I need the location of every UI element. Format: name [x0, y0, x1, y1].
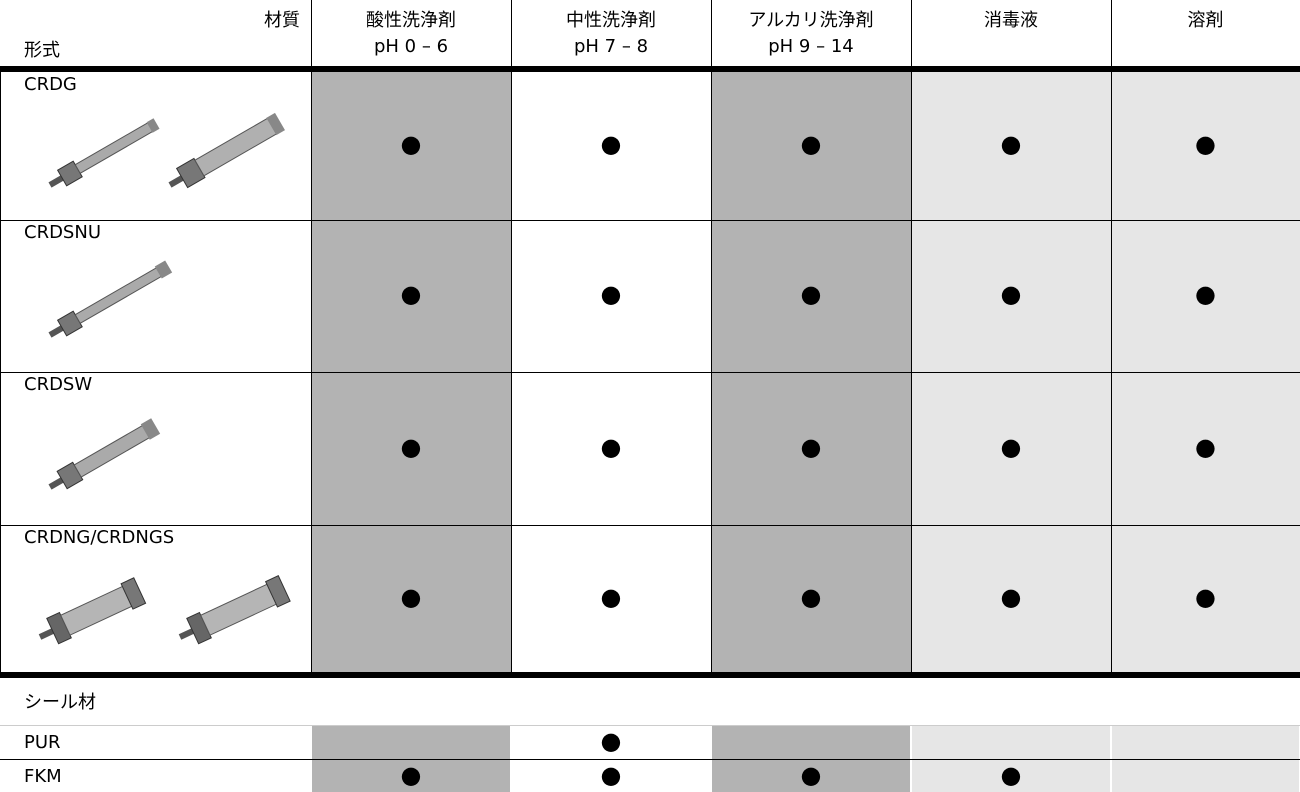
- cell: [1111, 72, 1300, 220]
- column-title: アルカリ洗浄剤: [748, 10, 874, 31]
- left-border: [0, 372, 1, 525]
- column-ph: pH 7 – 8: [573, 36, 649, 57]
- cell: [711, 525, 911, 672]
- cell: [1111, 525, 1300, 672]
- cell: [1111, 372, 1300, 525]
- compat-mark: ●: [800, 582, 822, 611]
- column-title: 消毒液: [984, 10, 1038, 31]
- cell: [511, 72, 711, 220]
- compat-mark: ●: [400, 280, 422, 308]
- product-icon: [48, 418, 161, 490]
- cell: [912, 760, 1110, 792]
- compat-mark: ●: [800, 280, 822, 308]
- compat-mark: ●: [1000, 582, 1022, 611]
- seal-name: PUR: [24, 732, 61, 753]
- cell: [511, 372, 711, 525]
- compat-mark: ●: [600, 582, 622, 611]
- compat-mark: ●: [1195, 280, 1216, 308]
- left-border: [0, 220, 1, 372]
- cell: [711, 220, 911, 372]
- compat-mark: ●: [1195, 130, 1216, 158]
- column-divider: [511, 0, 512, 66]
- cell: [712, 726, 910, 759]
- row-divider: [0, 220, 1300, 221]
- compat-mark: ●: [600, 280, 622, 308]
- cell: [712, 760, 910, 792]
- column-divider: [1111, 0, 1112, 66]
- cell: [711, 72, 911, 220]
- compat-mark: ●: [400, 432, 422, 461]
- column-title: 酸性洗浄剤: [366, 10, 456, 31]
- compat-mark: ●: [1000, 130, 1022, 158]
- model-name: CRDG: [24, 74, 77, 95]
- row-divider: [0, 725, 1300, 726]
- product-icon: [48, 260, 173, 338]
- model-name: CRDNG/CRDNGS: [24, 527, 175, 548]
- left-border: [0, 525, 1, 672]
- compat-mark: ●: [1000, 432, 1022, 461]
- compat-mark: ●: [800, 432, 822, 461]
- cell: [512, 760, 710, 792]
- compat-mark: ●: [1195, 432, 1216, 461]
- column-title: 溶剤: [1187, 10, 1224, 31]
- cell: [511, 525, 711, 672]
- compat-mark: ●: [1195, 582, 1216, 611]
- compat-mark: ●: [800, 761, 822, 789]
- seal-name: FKM: [24, 766, 62, 787]
- column-divider: [911, 0, 912, 66]
- column-title: 中性洗浄剤: [566, 10, 656, 31]
- header-rule: [0, 66, 1300, 72]
- compat-mark: ●: [600, 761, 622, 789]
- section-rule: [0, 672, 1300, 678]
- cell: [512, 726, 710, 759]
- compat-mark: ●: [800, 130, 822, 158]
- row-divider: [0, 759, 1300, 760]
- row-divider: [0, 525, 1300, 526]
- compat-mark: ●: [1000, 761, 1022, 789]
- cell: [311, 525, 511, 672]
- column-divider: [711, 0, 712, 66]
- product-icons: [38, 575, 291, 645]
- cell: [311, 220, 511, 372]
- cell: [911, 372, 1111, 525]
- column-ph: pH 9 – 14: [768, 36, 854, 57]
- material-label: 材質: [264, 10, 300, 31]
- cell: [912, 726, 1110, 759]
- cell: [1111, 220, 1300, 372]
- cell: [311, 72, 511, 220]
- compat-mark: ●: [400, 761, 422, 789]
- cell: [312, 726, 510, 759]
- column-divider: [311, 0, 312, 66]
- row-divider: [0, 372, 1300, 373]
- cell: [312, 760, 510, 792]
- model-label: 形式: [24, 40, 60, 61]
- left-border: [0, 72, 1, 220]
- cell: [711, 372, 911, 525]
- cell: [911, 220, 1111, 372]
- product-icons: [48, 112, 285, 189]
- cell: [911, 72, 1111, 220]
- compat-mark: ●: [400, 582, 422, 611]
- compat-mark: ●: [600, 432, 622, 461]
- cell: [911, 525, 1111, 672]
- compat-mark: ●: [600, 727, 622, 755]
- cell: [311, 372, 511, 525]
- model-name: CRDSNU: [24, 222, 102, 243]
- cell: [511, 220, 711, 372]
- section-title: シール材: [24, 692, 96, 713]
- cell: [1112, 726, 1299, 759]
- cell: [1112, 760, 1299, 792]
- model-name: CRDSW: [24, 374, 93, 395]
- compat-mark: ●: [600, 130, 622, 158]
- column-ph: pH 0 – 6: [373, 36, 449, 57]
- compat-mark: ●: [400, 130, 422, 158]
- compat-mark: ●: [1000, 280, 1022, 308]
